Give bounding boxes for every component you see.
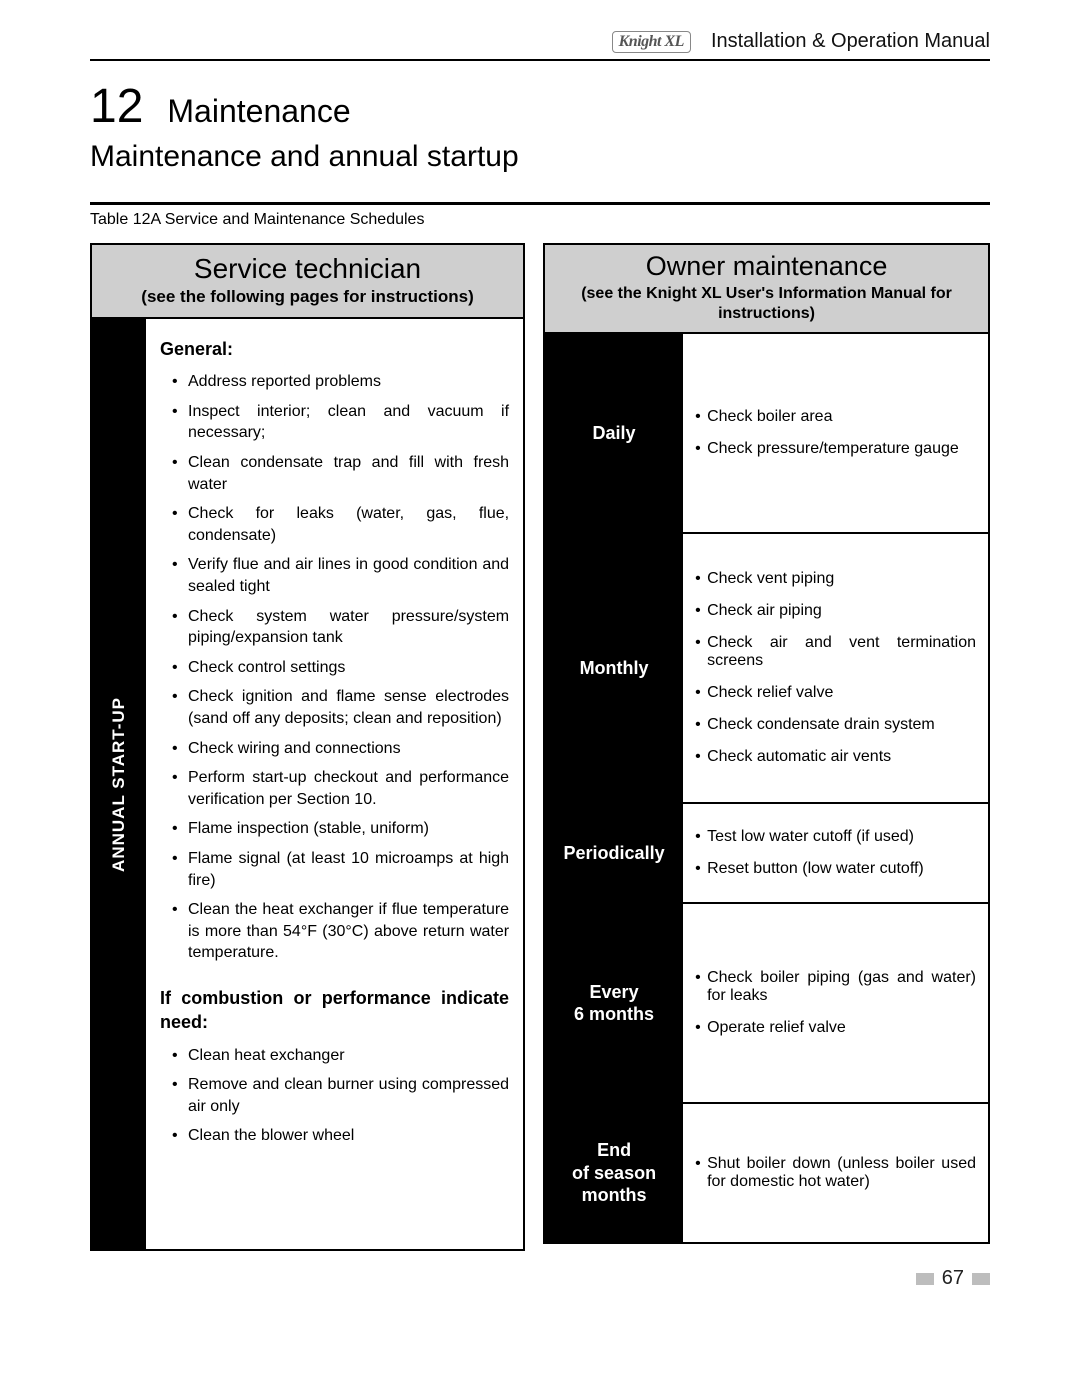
- service-body: ANNUAL START-UP General: Address reporte…: [92, 319, 523, 1249]
- brand-logo: Knight XL: [612, 31, 691, 53]
- owner-items-list: Check boiler area Check pressure/temperat…: [693, 408, 976, 458]
- owner-title: Owner maintenance: [555, 251, 978, 282]
- owner-row-label: Monthly: [545, 534, 683, 802]
- footer-square-icon: [916, 1273, 934, 1285]
- page-header: Knight XL Installation & Operation Manua…: [90, 30, 990, 59]
- service-subtitle: (see the following pages for instruction…: [100, 287, 515, 307]
- owner-row: Daily Check boiler area Check pressure/tem…: [545, 332, 988, 532]
- list-item: Check for leaks (water, gas, flue, conde…: [188, 503, 509, 546]
- annual-startup-band: ANNUAL START-UP: [92, 319, 146, 1249]
- list-item: Check boiler area: [707, 408, 976, 426]
- footer-square-icon: [972, 1273, 990, 1285]
- owner-items-list: Check boiler piping (gas and water) for …: [693, 969, 976, 1037]
- header-rule: [90, 59, 990, 61]
- list-item: Perform start-up checkout and performanc…: [188, 767, 509, 810]
- chapter-subtitle: Maintenance and annual startup: [90, 140, 990, 174]
- list-item: Check pressure/temperature gauge: [707, 440, 976, 458]
- manual-title: Installation & Operation Manual: [711, 30, 990, 53]
- owner-row-label: Daily: [545, 334, 683, 532]
- owner-row-items: Check boiler piping (gas and water) for …: [683, 904, 988, 1102]
- list-item: Operate relief valve: [707, 1019, 976, 1037]
- owner-row-items: Shut boiler down (unless boiler used for…: [683, 1104, 988, 1242]
- list-item: Check air piping: [707, 602, 976, 620]
- owner-maintenance-table: Owner maintenance (see the Knight XL Use…: [543, 243, 990, 1244]
- service-header: Service technician (see the following pa…: [92, 245, 523, 319]
- list-item: Address reported problems: [188, 371, 509, 393]
- owner-rows: Daily Check boiler area Check pressure/tem…: [545, 332, 988, 1242]
- table-caption: Table 12A Service and Maintenance Schedu…: [90, 211, 990, 229]
- owner-row: Monthly Check vent piping Check air piping…: [545, 532, 988, 802]
- list-item: Verify flue and air lines in good condit…: [188, 554, 509, 597]
- list-item: Check ignition and flame sense electrode…: [188, 686, 509, 729]
- service-content: General: Address reported problems Inspec…: [146, 319, 523, 1249]
- list-item: Check vent piping: [707, 570, 976, 588]
- service-title: Service technician: [100, 253, 515, 285]
- list-item: Check air and vent termination screens: [707, 634, 976, 670]
- list-item: Reset button (low water cutoff): [707, 860, 976, 878]
- list-item: Check wiring and connections: [188, 738, 509, 760]
- page-footer: 67: [90, 1267, 990, 1290]
- chapter-number: 12: [90, 79, 143, 134]
- section-rule: [90, 202, 990, 205]
- owner-items-list: Shut boiler down (unless boiler used for…: [693, 1155, 976, 1191]
- owner-subtitle: (see the Knight XL User's Information Ma…: [555, 284, 978, 324]
- page-number: 67: [942, 1267, 964, 1290]
- list-item: Test low water cutoff (if used): [707, 828, 976, 846]
- annual-startup-label: ANNUAL START-UP: [109, 697, 129, 872]
- list-item: Clean the blower wheel: [188, 1125, 509, 1147]
- need-list: Clean heat exchanger Remove and clean bur…: [160, 1045, 509, 1147]
- list-item: Check control settings: [188, 657, 509, 679]
- list-item: Check automatic air vents: [707, 748, 976, 766]
- owner-header: Owner maintenance (see the Knight XL Use…: [545, 245, 988, 332]
- list-item: Check relief valve: [707, 684, 976, 702]
- list-item: Check system water pressure/system pipin…: [188, 606, 509, 649]
- owner-row: Endof seasonmonths Shut boiler down (unle…: [545, 1102, 988, 1242]
- tables-row: Service technician (see the following pa…: [90, 243, 990, 1251]
- list-item: Clean the heat exchanger if flue tempera…: [188, 899, 509, 964]
- list-item: Check condensate drain system: [707, 716, 976, 734]
- owner-row-label: Every6 months: [545, 904, 683, 1102]
- list-item: Remove and clean burner using compressed…: [188, 1074, 509, 1117]
- owner-row-items: Check vent piping Check air piping Check a…: [683, 534, 988, 802]
- general-heading: General:: [160, 337, 509, 361]
- page: Knight XL Installation & Operation Manua…: [0, 0, 1080, 1320]
- list-item: Clean heat exchanger: [188, 1045, 509, 1067]
- chapter-title: Maintenance: [167, 93, 350, 130]
- list-item: Clean condensate trap and fill with fres…: [188, 452, 509, 495]
- chapter-heading: 12 Maintenance: [90, 79, 990, 134]
- list-item: Check boiler piping (gas and water) for …: [707, 969, 976, 1005]
- list-item: Flame inspection (stable, uniform): [188, 818, 509, 840]
- service-technician-table: Service technician (see the following pa…: [90, 243, 525, 1251]
- owner-items-list: Test low water cutoff (if used) Reset but…: [693, 828, 976, 878]
- list-item: Shut boiler down (unless boiler used for…: [707, 1155, 976, 1191]
- owner-row-label: Endof seasonmonths: [545, 1104, 683, 1242]
- owner-row: Every6 months Check boiler piping (gas an…: [545, 902, 988, 1102]
- general-list: Address reported problems Inspect interio…: [160, 371, 509, 964]
- owner-row-label: Periodically: [545, 804, 683, 902]
- owner-items-list: Check vent piping Check air piping Check a…: [693, 570, 976, 766]
- list-item: Inspect interior; clean and vacuum if ne…: [188, 401, 509, 444]
- need-heading: If combustion or performance indicate ne…: [160, 986, 509, 1035]
- owner-row-items: Check boiler area Check pressure/temperat…: [683, 334, 988, 532]
- owner-row-items: Test low water cutoff (if used) Reset but…: [683, 804, 988, 902]
- list-item: Flame signal (at least 10 microamps at h…: [188, 848, 509, 891]
- owner-row: PeriodicallyTest low water cutoff (if us…: [545, 802, 988, 902]
